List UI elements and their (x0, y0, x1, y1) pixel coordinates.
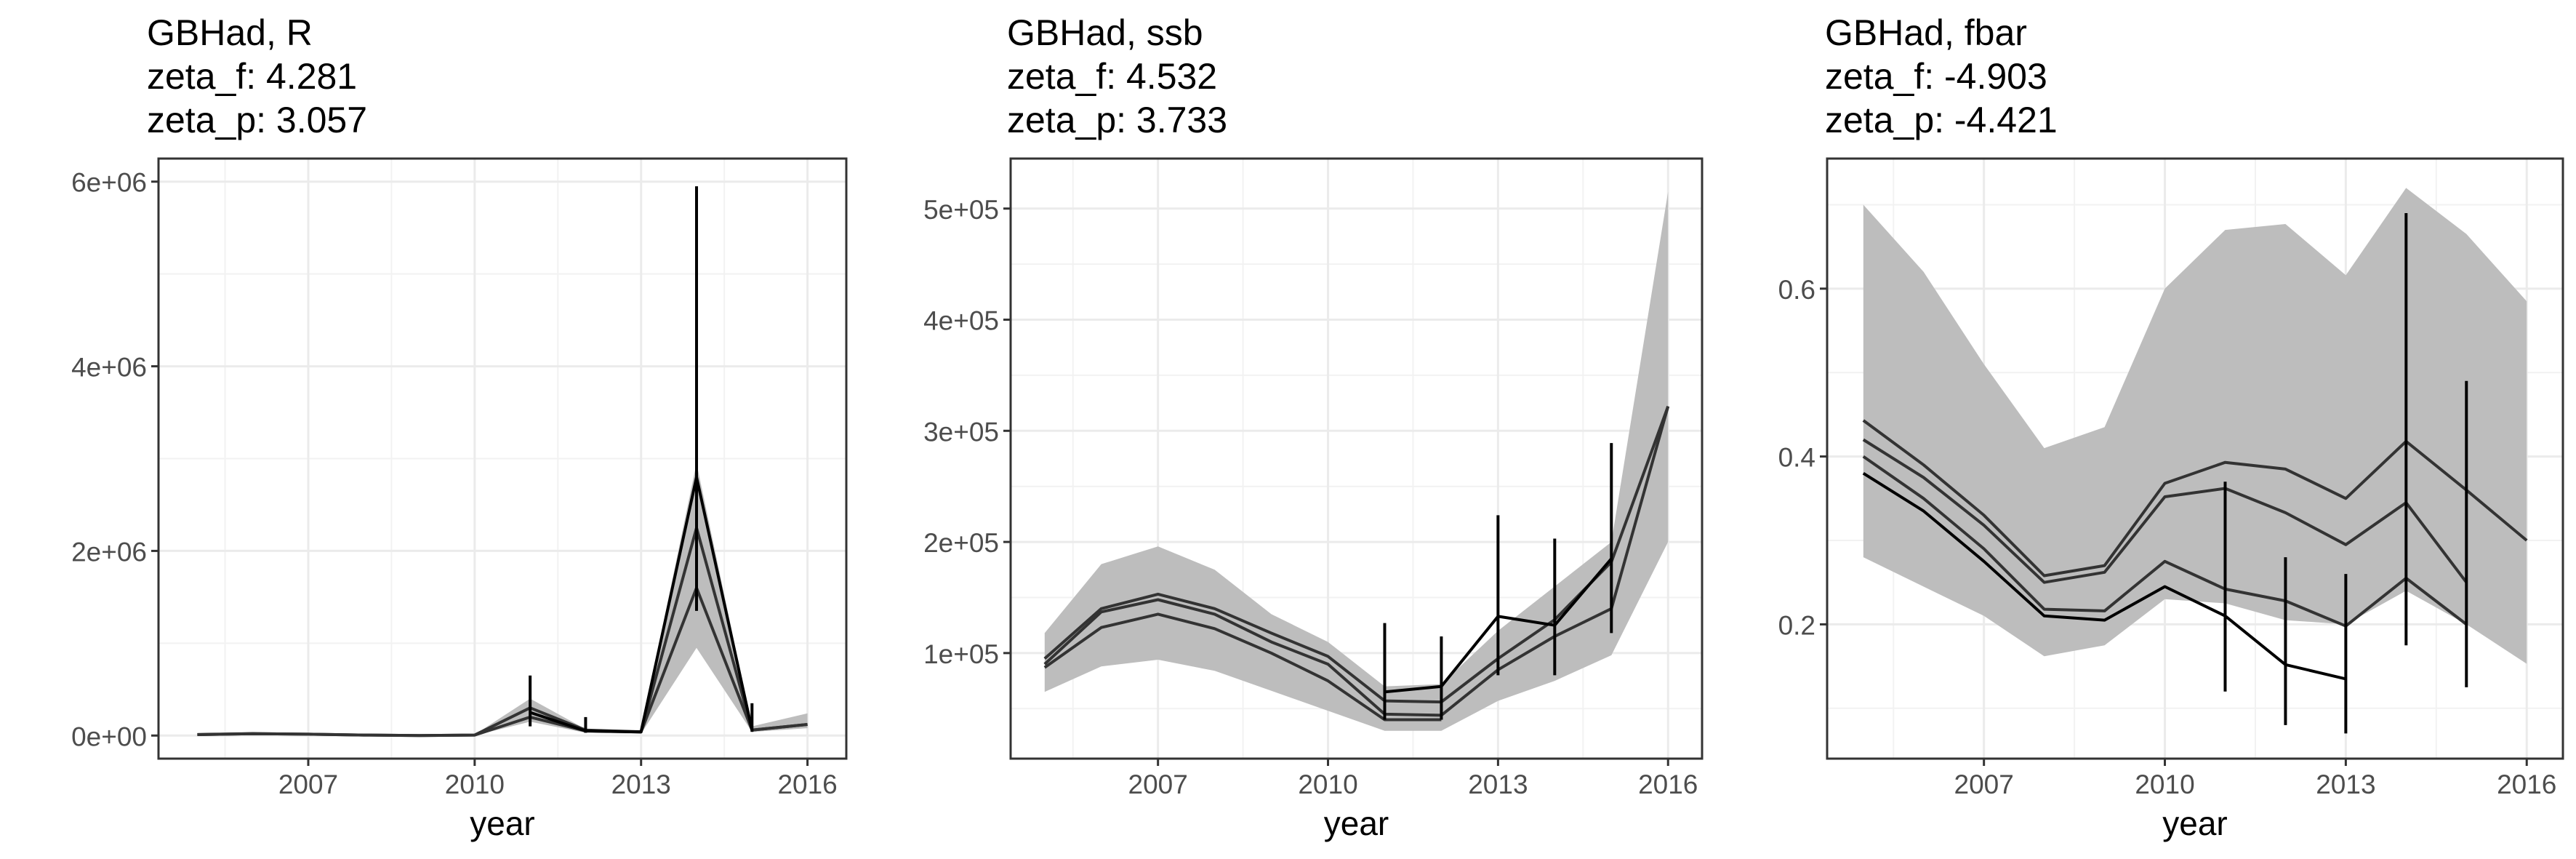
y-tick-label: 2e+06 (71, 537, 147, 567)
series-line (1862, 419, 2528, 578)
series-line (1043, 406, 1670, 704)
panel-border (1826, 157, 2564, 760)
chart-title-line: GBHad, R (147, 12, 313, 53)
chart-title-line: GBHad, fbar (1825, 12, 2027, 53)
x-axis-label: year (1324, 804, 1389, 842)
chart-title-line: zeta_p: -4.421 (1825, 100, 2058, 140)
chart-title-line: zeta_f: 4.281 (147, 56, 357, 97)
panel-border (1009, 157, 1704, 760)
x-tick-label: 2007 (1954, 770, 2014, 799)
series-line (1043, 406, 1670, 717)
chart-title-line: GBHad, ssb (1007, 12, 1203, 53)
chart-title-line: zeta_f: 4.532 (1007, 56, 1217, 97)
x-tick-label: 2013 (611, 770, 671, 799)
series-line (1862, 438, 2468, 584)
x-tick-label: 2016 (777, 770, 837, 799)
chart-title-line: zeta_p: 3.057 (147, 100, 367, 140)
x-tick-label: 2007 (1128, 770, 1188, 799)
y-tick-label: 3e+05 (923, 417, 999, 447)
y-tick-label: 0.4 (1778, 443, 1815, 473)
y-tick-label: 5e+05 (923, 195, 999, 225)
series-line (197, 586, 808, 738)
series-line (529, 475, 754, 734)
x-tick-label: 2010 (445, 770, 505, 799)
y-tick-label: 1e+05 (923, 639, 999, 669)
panel-border (157, 157, 848, 760)
x-tick-label: 2013 (1468, 770, 1528, 799)
series-line (1862, 472, 2346, 681)
y-tick-label: 0.6 (1778, 275, 1815, 305)
uncertainty-ribbon (1863, 188, 2527, 664)
y-tick-label: 0e+00 (71, 722, 147, 751)
y-tick-label: 4e+06 (71, 353, 147, 383)
series-line (1043, 612, 1442, 722)
uncertainty-ribbon (1044, 191, 1669, 731)
chart-title-line: zeta_f: -4.903 (1825, 56, 2047, 97)
x-tick-label: 2010 (2135, 770, 2194, 799)
y-tick-label: 6e+06 (71, 168, 147, 198)
x-axis-label: year (2162, 804, 2227, 842)
y-tick-label: 4e+05 (923, 306, 999, 336)
series-line (1862, 455, 2468, 628)
x-tick-label: 2016 (2497, 770, 2556, 799)
x-tick-label: 2013 (2316, 770, 2375, 799)
x-tick-label: 2010 (1298, 770, 1357, 799)
x-tick-label: 2007 (278, 770, 338, 799)
y-tick-label: 0.2 (1778, 610, 1815, 640)
y-tick-label: 2e+05 (923, 528, 999, 558)
x-tick-label: 2016 (1638, 770, 1698, 799)
chart-title-line: zeta_p: 3.733 (1007, 100, 1227, 140)
x-axis-label: year (470, 804, 534, 842)
